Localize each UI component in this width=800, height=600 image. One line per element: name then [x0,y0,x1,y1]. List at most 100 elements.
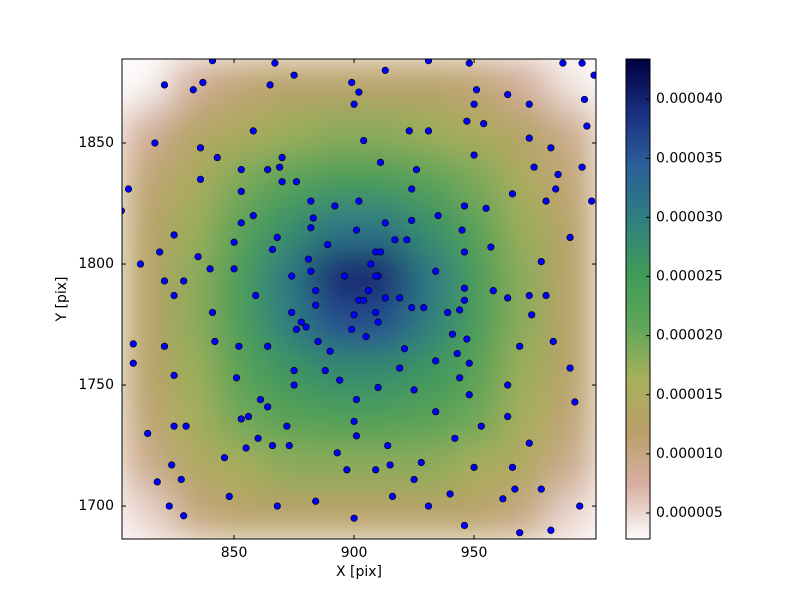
heat-cell [264,107,313,156]
heat-cell [169,251,218,300]
scatter-point [386,461,394,469]
scatter-point [504,381,512,389]
scatter-point [511,485,519,493]
scatter-point [151,139,159,147]
scatter-point [292,325,301,333]
scatter-point [237,166,245,174]
heat-cell [216,299,265,348]
scatter-point [189,86,197,94]
scatter-point [552,185,560,193]
scatter-point [266,81,274,89]
scatter-point [566,364,574,372]
scatter-point [333,449,341,457]
scatter-point [410,475,418,484]
heat-cell [311,491,360,539]
scatter-point [424,127,433,135]
heat-cell [216,491,265,539]
scatter-point [230,265,238,273]
scatter-point [405,127,413,135]
heat-cell [216,251,265,300]
scatter-point [156,248,164,256]
scatter-point [525,134,533,142]
heat-cell [311,251,360,300]
scatter-point [400,345,409,353]
heat-cell [501,107,550,156]
heat-cell [359,59,407,108]
scatter-point [249,212,257,220]
scatter-point [576,502,584,510]
scatter-point [360,296,368,304]
heat-cell [453,299,502,348]
y-axis-label: Y [pix] [54,277,70,323]
scatter-point [542,291,550,300]
colorbar-tick-label: 0.000025 [656,269,723,285]
scatter-point [432,408,440,416]
scatter-point [220,454,229,462]
scatter-point [460,202,469,210]
heat-cell [216,203,265,252]
scatter-point [122,207,125,215]
scatter-point [144,429,152,438]
scatter-point [235,342,243,350]
heat-cell [311,155,360,204]
scatter-point [367,260,375,268]
scatter-point [487,243,495,251]
scatter-point [384,441,392,450]
scatter-point [264,403,272,411]
heat-cell [122,347,170,396]
scatter-point [470,100,478,108]
heat-cell [548,203,596,252]
scatter-point [451,434,459,442]
scatter-point [542,197,550,205]
scatter-point [410,386,418,394]
heat-cell [264,395,313,444]
scatter-point [309,214,317,222]
scatter-point [588,197,596,205]
scatter-point [374,383,382,392]
scatter-point [578,59,586,67]
scatter-point [350,100,358,108]
x-axis-label: X [pix] [336,564,382,580]
heat-cell [548,491,596,539]
scatter-point [254,434,262,442]
scatter-point [355,88,363,96]
heat-cell [548,155,596,204]
scatter-point [460,284,469,292]
scatter-points [122,59,596,537]
scatter-point [528,311,536,319]
scatter-point [160,81,169,89]
scatter-point [182,422,190,430]
scatter-point [168,461,176,469]
scatter-point [424,502,433,510]
heat-cell [359,203,407,252]
heat-cell [216,347,265,396]
scatter-point [307,197,315,205]
heat-cell [406,59,455,108]
scatter-point [530,163,538,171]
scatter-point [504,90,512,99]
scatter-point [578,163,586,171]
scatter-point [352,432,361,440]
heat-cell [453,59,502,108]
scatter-point [381,219,389,227]
scatter-point [352,226,361,234]
scatter-point [362,333,370,341]
scatter-point [264,166,272,174]
scatter-point [160,277,169,285]
scatter-point [211,337,219,346]
scatter-point [477,422,485,430]
scatter-point [525,100,533,108]
scatter-point [252,291,260,300]
scatter-point [580,95,589,104]
heat-cell [453,107,502,156]
scatter-point [153,478,161,486]
scatter-point [237,219,245,227]
scatter-point [470,151,478,159]
scatter-point [547,526,555,534]
heat-cell [453,491,502,539]
scatter-point [244,412,253,421]
scatter-point [290,71,298,79]
colorbar-tick-label: 0.000005 [656,505,723,521]
heat-cell [406,395,455,444]
scatter-point [420,303,428,312]
